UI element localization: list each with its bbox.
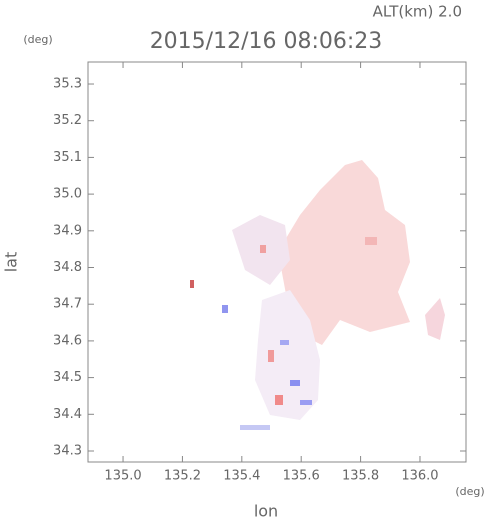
echo-speck [240, 425, 270, 430]
y-tick-label: 34.8 [53, 260, 82, 275]
echo-region [280, 160, 410, 345]
y-tick-label: 35.2 [53, 113, 82, 128]
echo-speck [260, 245, 266, 253]
y-tick-label: 34.6 [53, 333, 82, 348]
echo-speck [222, 305, 228, 313]
echo-region [425, 298, 445, 340]
y-tick-label: 34.4 [53, 407, 82, 422]
echo-speck [290, 380, 300, 386]
x-tick-label: 135.0 [104, 469, 141, 484]
y-axis-label: lat [2, 252, 21, 273]
altitude-label: ALT(km) 2.0 [373, 3, 462, 21]
echo-speck [365, 237, 377, 245]
echo-speck [300, 400, 312, 405]
echo-field [190, 160, 445, 430]
x-tick-label: 135.4 [223, 469, 260, 484]
plot-frame [87, 61, 467, 463]
x-axis-label: lon [254, 502, 278, 521]
echo-speck [190, 280, 194, 288]
x-tick-label: 135.6 [283, 469, 320, 484]
x-tick-label: 135.2 [164, 469, 201, 484]
y-tick-label: 34.7 [53, 297, 82, 312]
echo-region [255, 290, 320, 420]
y-tick-label: 34.9 [53, 223, 82, 238]
echo-speck [268, 350, 274, 362]
chart-title: 2015/12/16 08:06:23 [150, 29, 383, 54]
x-tick-label: 136.0 [401, 469, 438, 484]
echo-speck [280, 340, 289, 345]
y-tick-label: 35.1 [53, 150, 82, 165]
x-unit: (deg) [455, 485, 484, 498]
y-tick-label: 34.3 [53, 443, 82, 458]
x-tick-label: 135.8 [342, 469, 379, 484]
y-tick-label: 35.0 [53, 187, 82, 202]
y-tick-label: 35.3 [53, 77, 82, 92]
y-unit: (deg) [23, 33, 52, 46]
y-tick-label: 34.5 [53, 370, 82, 385]
echo-speck [275, 395, 283, 405]
